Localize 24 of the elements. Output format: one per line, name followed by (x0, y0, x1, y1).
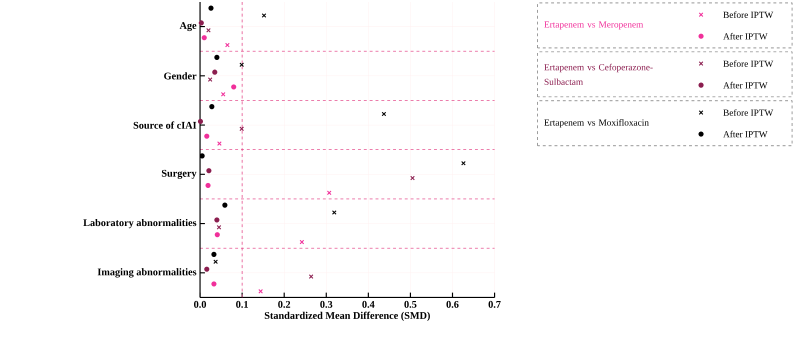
x-tick-label: 0.5 (404, 300, 416, 308)
y-tick-label: Gender (164, 72, 196, 80)
legend-label: After IPTW (723, 82, 768, 88)
legend-label: Before IPTW (723, 60, 774, 67)
y-tick-label: Surgery (162, 170, 196, 179)
x-tick-label: 0.0 (194, 300, 206, 308)
legend-label: Before IPTW (723, 108, 774, 116)
legend-label: Before IPTW (723, 11, 774, 18)
legend-label: After IPTW (723, 32, 768, 40)
y-tick-label: Imaging abnormalities (98, 268, 196, 278)
y-tick-label: Age (180, 22, 196, 31)
text: Ertapenem vs Meropenem (544, 21, 644, 30)
x-tick-label: 0.7 (488, 300, 501, 308)
text: Ertapenem vs Moxifloxacin (544, 118, 649, 128)
x-tick-label: 0.2 (278, 300, 290, 308)
y-tick-label: Source of cIAI (134, 121, 196, 129)
legend-label: After IPTW (723, 130, 768, 138)
text: Ertapenem vs Cefoperazone-Sulbactam (544, 64, 653, 85)
y-tick-label: Laboratory abnormalities (83, 218, 196, 228)
x-tick-label: 0.6 (446, 300, 459, 308)
x-tick-label: 0.1 (236, 300, 248, 308)
x-tick-label: 0.4 (362, 300, 375, 308)
x-axis-title: Standardized Mean Difference (SMD) (264, 311, 430, 321)
x-tick-label: 0.3 (320, 300, 332, 308)
